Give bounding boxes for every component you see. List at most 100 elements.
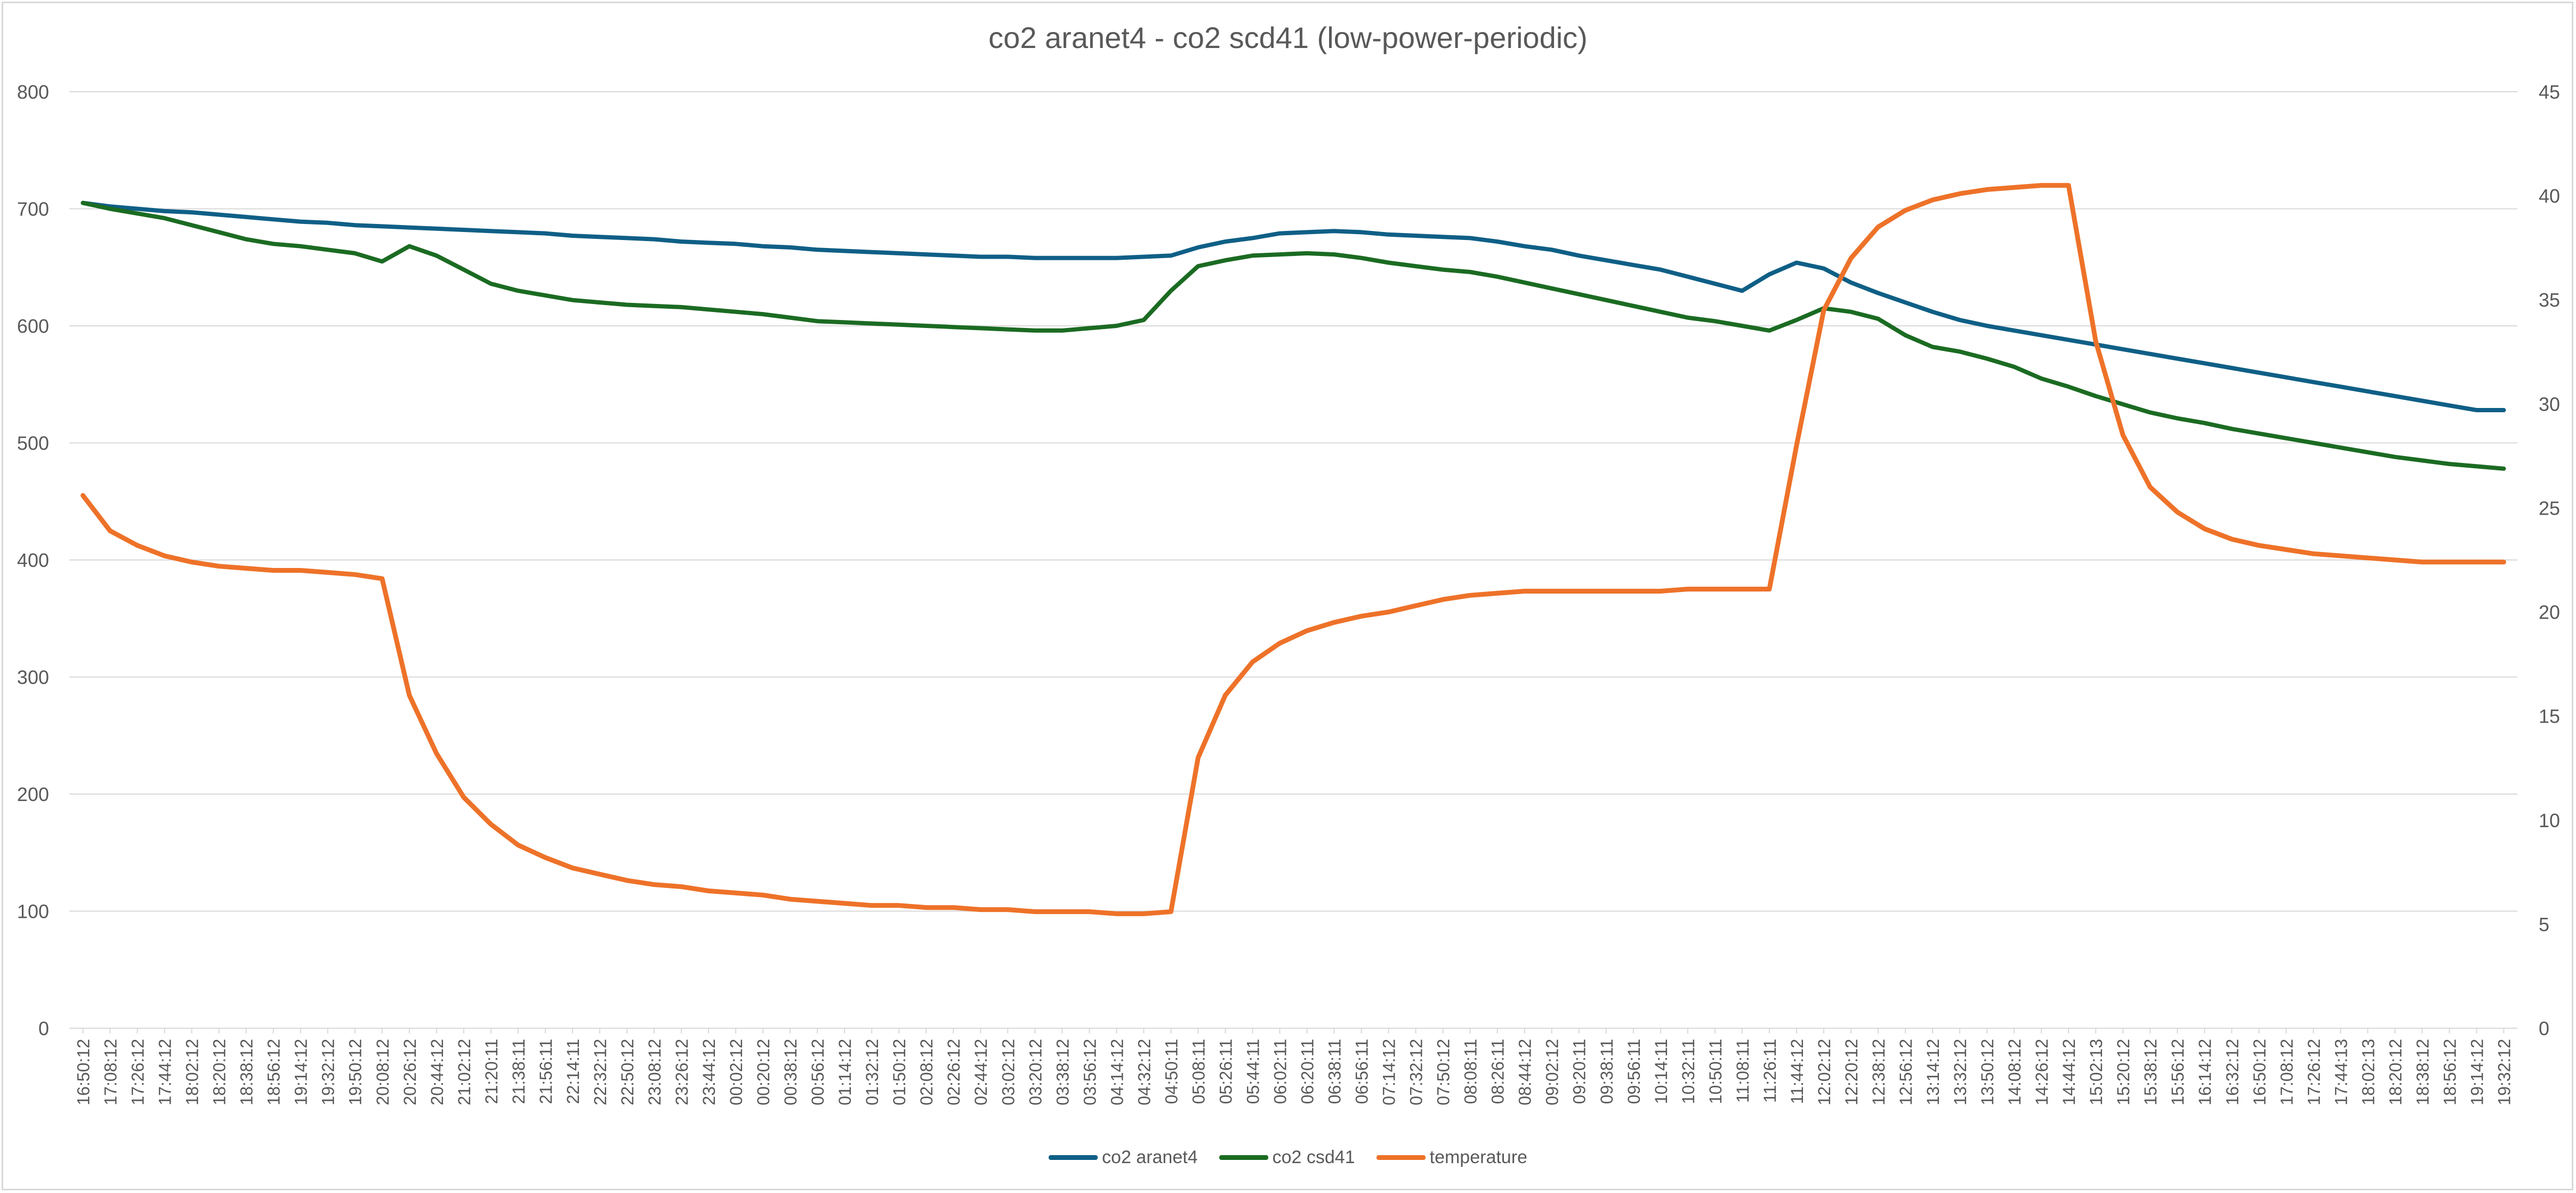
gridlines (69, 91, 2517, 1029)
x-tick-label: 10:32:11 (1679, 1039, 1698, 1104)
legend-swatch-co2-csd41 (1219, 1155, 1268, 1160)
x-tick-label: 09:02:12 (1543, 1039, 1562, 1106)
x-tick-label: 06:20:11 (1298, 1039, 1317, 1104)
x-tick-label: 07:14:12 (1380, 1039, 1399, 1106)
y-tick-label-left: 0 (38, 1018, 49, 1039)
x-tick-label: 16:14:12 (2195, 1039, 2215, 1106)
legend-item-co2-aranet4: co2 aranet4 (1049, 1147, 1198, 1168)
x-tick-label: 13:32:12 (1951, 1039, 1970, 1106)
y-tick-label-left: 800 (17, 81, 49, 103)
x-tick-label: 01:14:12 (835, 1039, 855, 1106)
x-tick-label: 00:20:12 (754, 1039, 773, 1106)
x-tick-label: 09:56:11 (1624, 1039, 1644, 1104)
series-line-co2-csd41 (80, 201, 2506, 471)
x-tick-label: 18:20:12 (2386, 1039, 2405, 1106)
x-tick-label: 00:38:12 (781, 1039, 800, 1106)
x-tick-label: 00:02:12 (727, 1039, 746, 1106)
x-tick-label: 18:56:12 (2440, 1039, 2459, 1106)
x-tick-label: 14:44:12 (2059, 1039, 2079, 1106)
x-tick-label: 02:44:12 (971, 1039, 991, 1106)
x-tick-label: 12:20:12 (1842, 1039, 1861, 1106)
legend-item-co2-csd41: co2 csd41 (1219, 1147, 1355, 1168)
x-tick-label: 19:32:12 (2494, 1039, 2514, 1106)
y-tick-label-left: 400 (17, 549, 49, 571)
legend-label-co2-aranet4: co2 aranet4 (1102, 1147, 1198, 1167)
x-tick-label: 14:08:12 (2005, 1039, 2024, 1106)
x-tick-label: 07:32:12 (1407, 1039, 1426, 1106)
x-tick-label: 19:14:12 (292, 1039, 311, 1106)
x-tick-label: 08:08:11 (1461, 1039, 1480, 1104)
legend-item-temperature: temperature (1376, 1147, 1527, 1168)
y-tick-label-left: 700 (17, 198, 49, 220)
x-tick-label: 15:02:13 (2087, 1039, 2106, 1106)
x-tick-label: 14:26:12 (2032, 1039, 2051, 1106)
x-tick-label: 05:44:11 (1243, 1039, 1262, 1104)
x-tick-label: 06:02:11 (1270, 1039, 1290, 1104)
x-tick-label: 22:50:12 (618, 1039, 637, 1106)
y-tick-label-left: 600 (17, 315, 49, 337)
x-tick-label: 02:08:12 (917, 1039, 936, 1106)
legend-label-co2-csd41: co2 csd41 (1272, 1147, 1355, 1167)
x-tick-label: 12:38:12 (1869, 1039, 1888, 1106)
y-tick-label-right: 15 (2539, 706, 2560, 727)
x-tick-label: 16:50:12 (2250, 1039, 2269, 1106)
x-tick-label: 05:26:11 (1216, 1039, 1235, 1104)
x-tick-label: 22:14:11 (564, 1039, 583, 1104)
x-tick-label: 12:56:12 (1896, 1039, 1915, 1106)
y-tick-label-left: 300 (17, 667, 49, 688)
x-tick-label: 20:08:12 (373, 1039, 392, 1106)
legend: co2 aranet4 co2 csd41 temperature (0, 1144, 2576, 1171)
y-tick-label-right: 45 (2539, 81, 2560, 103)
x-tick-label: 15:56:12 (2168, 1039, 2187, 1106)
x-tick-label: 17:08:12 (101, 1039, 120, 1106)
x-tick-label: 04:14:12 (1107, 1039, 1126, 1106)
x-tick-label: 10:50:11 (1706, 1039, 1725, 1104)
y-axis-right: 0 5 10 15 20 25 30 35 40 45 (2539, 81, 2560, 1039)
x-tick-label: 05:08:11 (1189, 1039, 1208, 1104)
y-axis-left: 0 100 200 300 400 500 600 700 800 (17, 81, 49, 1039)
x-tick-label: 03:20:12 (1026, 1039, 1045, 1106)
y-tick-label-right: 0 (2539, 1018, 2549, 1039)
x-tick-label: 15:20:12 (2114, 1039, 2133, 1106)
x-tick-label: 06:38:11 (1325, 1039, 1345, 1104)
y-tick-label-right: 5 (2539, 914, 2549, 935)
x-tick-label: 16:50:12 (74, 1039, 93, 1106)
x-tick-label: 13:50:12 (1978, 1039, 1997, 1106)
x-tick-label: 18:38:12 (2413, 1039, 2432, 1106)
legend-label-temperature: temperature (1429, 1147, 1527, 1167)
x-tick-label: 09:20:11 (1570, 1039, 1589, 1104)
chart-title: co2 aranet4 - co2 scd41 (low-power-perio… (988, 21, 1588, 54)
x-tick-label: 20:26:12 (400, 1039, 420, 1106)
x-tick-label: 03:56:12 (1080, 1039, 1099, 1106)
series-lines (80, 183, 2506, 916)
x-tick-label: 00:56:12 (808, 1039, 827, 1106)
x-tick-label: 06:56:11 (1353, 1039, 1372, 1104)
x-tick-label: 15:38:12 (2141, 1039, 2160, 1106)
x-tick-label: 18:02:12 (183, 1039, 202, 1106)
x-tick-label: 18:20:12 (210, 1039, 229, 1106)
x-tick-label: 01:32:12 (863, 1039, 882, 1106)
x-tick-label: 02:26:12 (944, 1039, 963, 1106)
x-tick-label: 09:38:11 (1597, 1039, 1616, 1104)
legend-swatch-temperature (1376, 1155, 1426, 1160)
x-tick-label: 21:56:11 (536, 1039, 556, 1104)
y-tick-label-left: 100 (17, 901, 49, 923)
x-tick-label: 10:14:11 (1652, 1039, 1671, 1104)
x-tick-label: 17:08:12 (2277, 1039, 2296, 1106)
x-tick-label: 19:50:12 (346, 1039, 365, 1106)
legend-swatch-co2-aranet4 (1049, 1155, 1098, 1160)
x-tick-label: 22:32:12 (591, 1039, 610, 1106)
x-tick-label: 08:26:11 (1488, 1039, 1508, 1104)
x-tick-label: 11:08:11 (1733, 1039, 1752, 1103)
x-tick-label: 21:02:12 (455, 1039, 474, 1106)
x-tick-label: 01:50:12 (890, 1039, 909, 1106)
x-tick-label: 11:26:11 (1760, 1039, 1780, 1103)
x-tick-label: 04:32:12 (1134, 1039, 1154, 1106)
x-tick-label: 03:38:12 (1053, 1039, 1072, 1106)
x-tick-label: 18:02:13 (2358, 1039, 2378, 1106)
x-tick-label: 23:26:12 (672, 1039, 691, 1106)
x-tick-label: 03:02:12 (999, 1039, 1018, 1106)
x-tick-label: 23:08:12 (645, 1039, 664, 1106)
series-line-co2-aranet4 (80, 201, 2506, 412)
